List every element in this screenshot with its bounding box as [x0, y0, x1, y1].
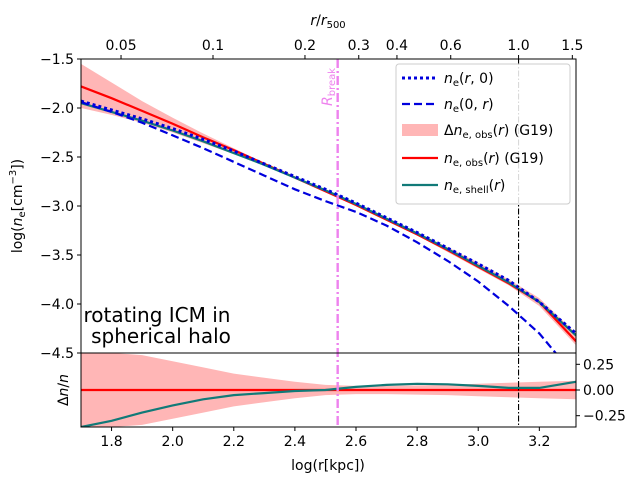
top-tick-label: 1.0: [507, 38, 529, 54]
top-tick-label: 0.2: [294, 38, 316, 54]
legend-swatch-band: [402, 124, 438, 136]
y-tick-label: −3.5: [40, 248, 74, 264]
legend-label-shell: ne, shell(r): [444, 178, 505, 196]
x-tick-label: 2.2: [223, 434, 245, 450]
legend-label-obs: ne, obs(r) (G19): [444, 151, 544, 169]
x-tick-label: 2.0: [162, 434, 184, 450]
legend-label-ne-0r: ne(0, r): [444, 97, 494, 115]
y-tick-label: −4.5: [40, 346, 74, 362]
legend-label-ne-r0: ne(r, 0): [444, 71, 494, 89]
x-tick-label: 3.2: [528, 434, 550, 450]
top-tick-label: 0.1: [202, 38, 224, 54]
x-tick-label: 2.8: [406, 434, 428, 450]
top-tick-label: 0.4: [386, 38, 408, 54]
y-tick-label: −3.0: [40, 199, 74, 215]
x-tick-label: 2.6: [345, 434, 367, 450]
x-tick-label: 1.8: [100, 434, 122, 450]
y-tick-label: −2.5: [40, 150, 74, 166]
residual-y-label: Δn/n: [56, 374, 72, 406]
y-tick-label: −1.5: [40, 52, 74, 68]
y-axis-label: log(ne[cm−3]): [8, 159, 28, 253]
top-tick-label: 1.5: [561, 38, 583, 54]
annotation-line-2: spherical halo: [91, 324, 231, 348]
residual-y-tick-label: 0.00: [583, 383, 614, 399]
x-axis-label: log(r[kpc]): [291, 458, 365, 474]
legend-label-band: Δne, obs(r) (G19): [444, 123, 553, 141]
x-tick-label: 3.0: [467, 434, 489, 450]
annotation-line-1: rotating ICM in: [84, 303, 231, 327]
residual-shell-line: [81, 380, 576, 427]
top-tick-label: 0.05: [105, 38, 136, 54]
series-line-n-e-r-0-: [81, 99, 576, 335]
y-tick-label: −4.0: [40, 297, 74, 313]
legend-box: [395, 63, 571, 205]
residual-y-tick-label: −0.25: [583, 409, 626, 425]
top-tick-label: 0.3: [348, 38, 370, 54]
top-axis-label: r/r500: [310, 13, 345, 31]
x-tick-label: 2.4: [284, 434, 306, 450]
top-tick-label: 0.6: [440, 38, 462, 54]
r-break-label: Rbreak: [320, 68, 338, 106]
residual-y-tick-label: 0.25: [583, 357, 614, 373]
y-tick-label: −2.0: [40, 101, 74, 117]
series-line-n-e-0-r-: [81, 101, 558, 353]
legend: ne(r, 0) ne(0, r) Δne, obs(r) (G19) ne, …: [395, 63, 571, 205]
